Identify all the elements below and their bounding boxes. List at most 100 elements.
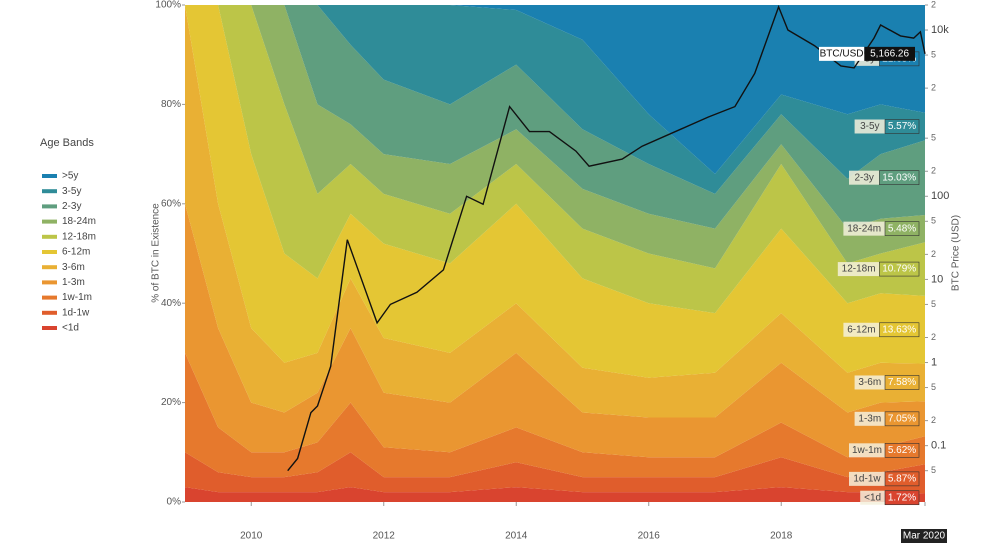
x-tick-label: 2016 xyxy=(638,531,661,542)
age-band-area xyxy=(185,5,925,174)
legend-label: 1d-1w xyxy=(62,307,90,318)
band-label: 3-5y 5.57% xyxy=(854,119,920,134)
age-band-area xyxy=(185,352,925,478)
y2-tick-label: 10 xyxy=(931,273,943,285)
band-label: 18-24m 5.48% xyxy=(843,221,920,236)
y2-tick-label: 5 xyxy=(931,216,936,226)
y2-tick-label: 5 xyxy=(931,49,936,59)
band-name-box xyxy=(854,119,885,134)
band-name: <1d xyxy=(864,492,881,503)
y2-tick-label: 5 xyxy=(931,133,936,143)
y-tick-label: 0% xyxy=(167,497,182,508)
y-tick-label: 60% xyxy=(161,198,181,209)
band-value-box xyxy=(879,322,920,338)
y-tick-label: 80% xyxy=(161,99,181,110)
band-name-box xyxy=(860,490,885,505)
age-band-area xyxy=(185,5,925,269)
legend-label: 1-3m xyxy=(62,277,85,288)
band-name-box xyxy=(843,322,880,337)
price-label: 5,166.26 BTC/USD xyxy=(819,46,915,61)
y2-tick-label: 5 xyxy=(931,299,936,309)
y2-axis-title: BTC Price (USD) xyxy=(951,215,962,291)
band-value-label: 10.79% xyxy=(882,264,916,275)
band-name: 12-18m xyxy=(842,264,876,275)
band-name-box xyxy=(837,262,880,277)
band-value-box xyxy=(884,375,920,390)
band-value-label: 7.58% xyxy=(888,377,916,388)
band-name-box xyxy=(849,471,885,486)
y-axis-title: % of BTC in Existence xyxy=(151,203,162,303)
band-value-label: 5.87% xyxy=(888,474,916,485)
band-label: 1-3m 7.05% xyxy=(854,411,920,427)
band-name: 18-24m xyxy=(847,223,881,234)
age-band-area xyxy=(185,5,925,314)
y2-tick-label: 5 xyxy=(931,465,936,475)
band-name: 2-3y xyxy=(854,172,873,183)
band-label: 6-12m 13.63% xyxy=(843,322,920,338)
age-band-area xyxy=(185,452,925,494)
band-value-label: 15.03% xyxy=(882,172,916,183)
band-value-box xyxy=(884,119,920,134)
y2-tick-label: 10k xyxy=(931,24,949,36)
band-value-box xyxy=(884,221,920,236)
y2-tick-label: 2 xyxy=(931,332,936,342)
band-label: 1w-1m 5.62% xyxy=(849,443,920,458)
band-label: 2-3y 15.03% xyxy=(849,170,920,185)
band-name-box xyxy=(854,411,885,426)
band-label: 12-18m 10.79% xyxy=(837,261,920,277)
y2-tick-label: 100 xyxy=(931,190,949,202)
y-tick-label: 100% xyxy=(155,0,181,11)
band-value-label: 1.72% xyxy=(888,492,916,503)
band-label: 1d-1w 5.87% xyxy=(849,471,920,487)
band-name: 1w-1m xyxy=(852,445,882,456)
band-label: <1d 1.72% xyxy=(860,490,920,506)
x-tick-label: 2014 xyxy=(505,531,528,542)
y2-tick-label: 0.1 xyxy=(931,440,946,452)
band-value-label: 5.57% xyxy=(888,121,916,132)
current-date-box xyxy=(901,529,947,543)
band-value-box xyxy=(879,261,920,277)
y2-tick-label: 2 xyxy=(931,166,936,176)
age-band-area xyxy=(185,203,925,458)
y2-tick-label: 2 xyxy=(931,249,936,259)
band-name-box xyxy=(849,443,885,458)
legend-label: <1d xyxy=(62,323,79,334)
y-tick-label: 20% xyxy=(161,397,181,408)
age-band-area xyxy=(185,5,925,378)
age-band-area xyxy=(185,5,925,194)
y2-tick-label: 5 xyxy=(931,382,936,392)
band-value-box xyxy=(884,443,920,458)
age-band-area xyxy=(185,487,925,502)
band-name-box xyxy=(843,221,885,236)
legend-title: Age Bands xyxy=(40,137,94,149)
price-name: BTC/USD xyxy=(820,49,864,60)
band-name: 3-6m xyxy=(858,377,881,388)
legend-label: 18-24m xyxy=(62,216,96,227)
band-value-box xyxy=(884,471,920,487)
y-tick-label: 40% xyxy=(161,298,181,309)
price-name-box xyxy=(819,46,865,61)
age-band-area xyxy=(185,5,925,418)
legend-label: 3-6m xyxy=(62,262,85,273)
band-name: 1d-1w xyxy=(853,474,881,485)
band-value-box xyxy=(884,490,920,506)
y2-tick-label: 1 xyxy=(931,356,937,368)
legend-label: 3-5y xyxy=(62,186,81,197)
price-value-box xyxy=(864,46,915,61)
y2-tick-label: 2 xyxy=(931,83,936,93)
band-name-box xyxy=(854,375,885,390)
band-value-box xyxy=(884,411,920,427)
legend-label: 6-12m xyxy=(62,247,90,258)
band-value-label: 7.05% xyxy=(888,413,916,424)
band-name: 1-3m xyxy=(858,413,881,424)
legend-label: >5y xyxy=(62,171,78,182)
band-value-label: 5.62% xyxy=(888,445,916,456)
band-name: 6-12m xyxy=(847,324,875,335)
x-tick-label: 2018 xyxy=(770,531,793,542)
x-tick-label: 2010 xyxy=(240,531,263,542)
band-value-label: 5.48% xyxy=(888,223,916,234)
x-tick-label: 2012 xyxy=(373,531,396,542)
legend-label: 1w-1m xyxy=(62,292,92,303)
band-value-label: 13.63% xyxy=(882,324,916,335)
